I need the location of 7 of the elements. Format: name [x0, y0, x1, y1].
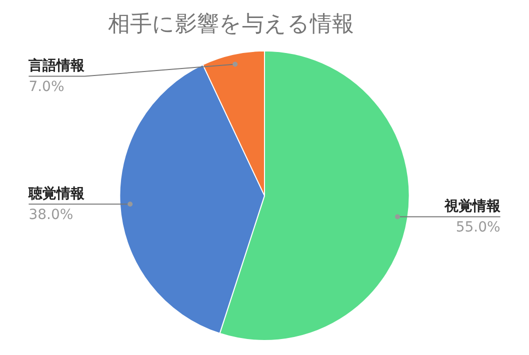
data-label: 38.0% [28, 206, 74, 223]
data-label: 55.0% [456, 219, 500, 236]
slice-label: 言語情報 [28, 56, 86, 74]
slice-label: 視覚情報 [443, 197, 502, 214]
chart-title: 相手に影響を与える情報 [108, 12, 354, 37]
data-label: 7.0% [28, 78, 64, 95]
slice-label: 聴覚情報 [28, 184, 86, 202]
